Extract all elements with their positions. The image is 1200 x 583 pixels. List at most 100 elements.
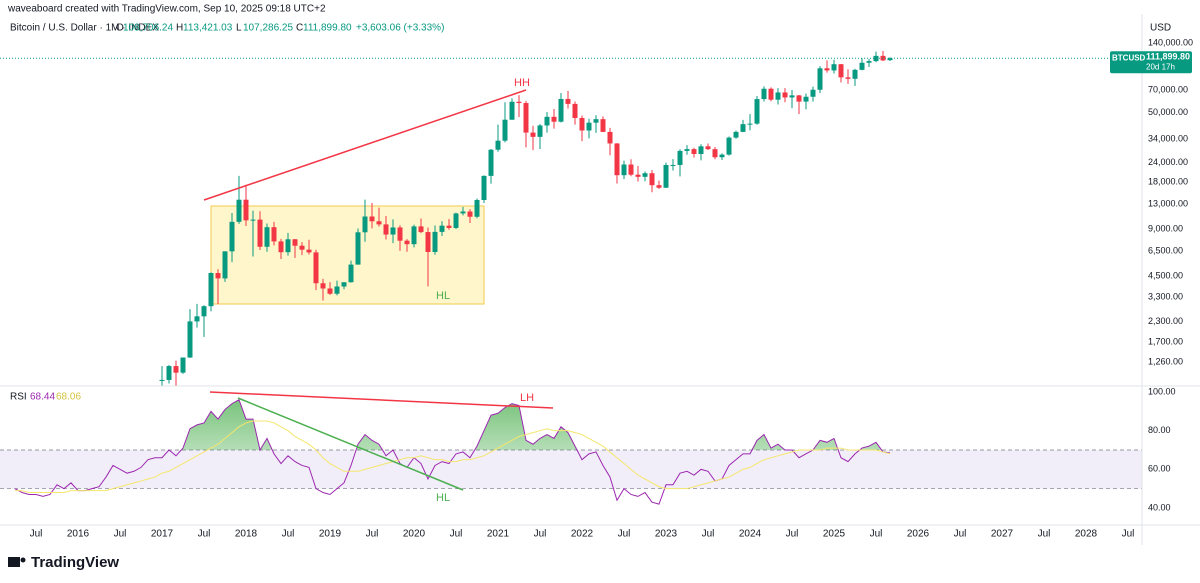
candle-body (285, 239, 291, 253)
candle-body (551, 116, 557, 122)
candle-body (782, 92, 788, 98)
ohlc-value: 111,899.80 (303, 23, 352, 34)
candle-body (362, 216, 368, 233)
candle-body (516, 101, 522, 104)
candle-body (789, 95, 795, 98)
candle-body (586, 122, 592, 131)
candle-body (852, 69, 858, 79)
candle-body (579, 117, 585, 131)
candle-body (348, 264, 354, 283)
candle-body (838, 64, 844, 78)
candle-body (677, 150, 683, 165)
candle-body (614, 143, 620, 176)
candle-body (208, 272, 214, 307)
candle-body (656, 185, 662, 188)
y-tick-label: 18,000.00 (1148, 176, 1188, 186)
logo: TradingView (8, 554, 119, 571)
candle-body (390, 227, 396, 235)
candle-body (292, 239, 298, 246)
candle-body (845, 77, 851, 79)
candle-body (446, 225, 452, 228)
candle-body (418, 226, 424, 233)
candle-body (439, 225, 445, 232)
candle-body (474, 200, 480, 217)
candle-body (642, 173, 648, 177)
y-tick-label: 3,300.00 (1148, 291, 1183, 301)
candle-body (775, 92, 781, 100)
y-tick-label: 80.00 (1148, 425, 1171, 435)
y-tick-label: 4,500.00 (1148, 270, 1183, 280)
attribution: waveaboard created with TradingView.com,… (7, 4, 326, 15)
x-tick-label: 2020 (403, 529, 426, 540)
candle-body (768, 88, 774, 100)
annotation: HH (514, 77, 530, 89)
x-tick-label: 2019 (319, 529, 342, 540)
candle-body (509, 101, 515, 120)
candle-body (460, 211, 466, 214)
candle-body (166, 366, 172, 380)
x-tick-label: 2024 (739, 529, 762, 540)
candle-body (824, 68, 830, 71)
candle-body (537, 125, 543, 137)
y-tick-label: 1,260.00 (1148, 357, 1183, 367)
candle-body (565, 98, 571, 104)
candle-body (453, 213, 459, 228)
candle-body (327, 288, 333, 294)
annotation: LH (520, 392, 534, 404)
annotation: HL (436, 290, 450, 302)
candle-body (572, 103, 578, 118)
y-tick-label: 100.00 (1148, 386, 1176, 396)
overbought-fill (15, 399, 890, 451)
y-tick-label: 50,000.00 (1148, 107, 1188, 117)
y-tick-label: 70,000.00 (1148, 84, 1188, 94)
range-box (210, 205, 485, 305)
candle-body (761, 88, 767, 100)
y-tick-label: 140,000.00 (1148, 37, 1193, 47)
candle-body (467, 211, 473, 217)
candle-body (425, 232, 431, 252)
candle-body (796, 95, 802, 102)
y-tick-label: 34,000.00 (1148, 133, 1188, 143)
candle-body (593, 119, 599, 123)
ohlc-value: 107,286.25 (243, 23, 293, 34)
candle-body (481, 175, 487, 201)
candle-body (201, 306, 207, 317)
candle-body (691, 149, 697, 154)
x-tick-label: 2017 (151, 529, 174, 540)
candle-body (544, 116, 550, 126)
y-tick-label: 6,500.00 (1148, 245, 1183, 255)
candle-body (173, 366, 179, 373)
x-tick-label: Jul (870, 529, 883, 540)
trend-line (209, 391, 554, 409)
candle-body (180, 357, 186, 373)
x-tick-label: Jul (1122, 529, 1135, 540)
candle-body (264, 227, 270, 247)
price-tag-value: 111,899.80 (1146, 52, 1190, 62)
candle-body (236, 199, 242, 222)
candle-body (684, 149, 690, 151)
y-tick-label: 60.00 (1148, 464, 1171, 474)
candle-body (859, 62, 865, 70)
candle-body (306, 249, 312, 253)
candle-body (495, 140, 501, 150)
candle-body (187, 321, 193, 358)
x-tick-label: 2027 (991, 529, 1014, 540)
y-tick-label: 24,000.00 (1148, 157, 1188, 167)
candle-body (320, 283, 326, 289)
candle-body (740, 124, 746, 132)
x-tick-label: 2025 (823, 529, 846, 540)
candle-body (831, 64, 837, 71)
price-tag (1110, 51, 1192, 74)
ohlc-legend: O 108,706.24 H 113,421.03 L 107,286.25 C 111,89… (116, 23, 444, 34)
candle-body (803, 96, 809, 102)
y-tick-label: 9,000.00 (1148, 223, 1183, 233)
candle-body (698, 146, 704, 154)
ohlc-key: O (116, 23, 124, 34)
price-pane (0, 50, 1142, 386)
candle-body (334, 286, 340, 294)
candle-body (299, 245, 305, 250)
x-tick-label: Jul (450, 529, 463, 540)
candle-body (887, 58, 893, 61)
ohlc-key: L (236, 23, 242, 34)
